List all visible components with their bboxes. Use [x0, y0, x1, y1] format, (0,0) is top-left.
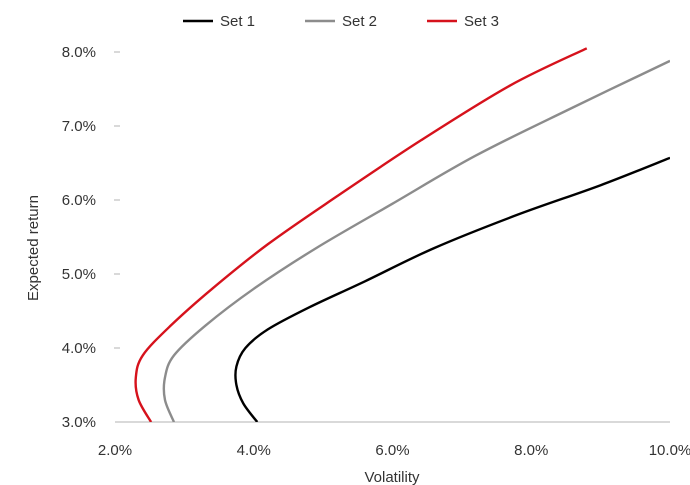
y-tick-label: 5.0% — [62, 266, 96, 283]
series-line-set-2 — [162, 59, 670, 422]
x-axis: 2.0% 4.0% 6.0% 8.0% 10.0% — [98, 421, 690, 459]
series-line-set-3 — [134, 47, 588, 422]
series-line-set-1 — [234, 156, 670, 422]
legend-label: Set 2 — [342, 13, 377, 30]
y-tick-label: 6.0% — [62, 192, 96, 209]
x-tick-label: 10.0% — [649, 442, 690, 459]
legend-item-set-2: Set 2 — [305, 13, 377, 30]
x-tick-label: 6.0% — [375, 442, 409, 459]
legend-item-set-1: Set 1 — [183, 13, 255, 30]
x-tick-label: 2.0% — [98, 442, 132, 459]
legend-label: Set 3 — [464, 13, 499, 30]
x-tick-label: 4.0% — [237, 442, 271, 459]
y-axis-title: Expected return — [25, 195, 42, 301]
series-layer — [134, 47, 670, 422]
legend-item-set-3: Set 3 — [427, 13, 499, 30]
legend-label: Set 1 — [220, 13, 255, 30]
x-tick-label: 8.0% — [514, 442, 548, 459]
y-tick-label: 4.0% — [62, 340, 96, 357]
y-tick-label: 7.0% — [62, 118, 96, 135]
x-axis-title: Volatility — [364, 469, 420, 485]
y-tick-label: 8.0% — [62, 44, 96, 61]
legend: Set 1 Set 2 Set 3 — [183, 13, 499, 30]
y-tick-label: 3.0% — [62, 414, 96, 431]
y-axis: 3.0% 4.0% 5.0% 6.0% 7.0% 8.0% — [62, 44, 120, 431]
